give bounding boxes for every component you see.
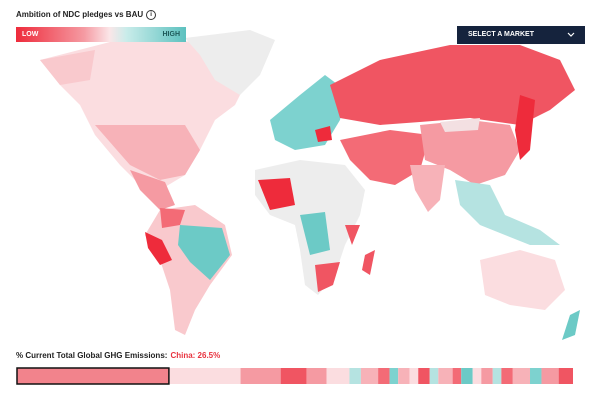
select-label: SELECT A MARKET [468, 31, 534, 38]
emission-segment[interactable] [378, 368, 390, 384]
emission-segment[interactable] [452, 368, 462, 384]
colombia [160, 208, 185, 228]
emission-segment[interactable] [472, 368, 482, 384]
emission-segment[interactable] [389, 368, 399, 384]
legend-high: HIGH [162, 31, 181, 38]
emission-segment[interactable] [240, 368, 281, 384]
world-map [40, 30, 580, 340]
south-america [145, 205, 232, 335]
market-select[interactable]: SELECT A MARKET [457, 26, 585, 44]
emission-segment[interactable] [418, 368, 430, 384]
russia [330, 45, 575, 125]
emission-segment[interactable] [326, 368, 350, 384]
chevron [567, 32, 575, 37]
south-africa [315, 262, 340, 292]
emissions-strip [16, 367, 573, 385]
emission-segment[interactable] [558, 368, 573, 384]
emissions-label: % Current Total Global GHG Emissions: Chi… [16, 351, 220, 360]
mongolia [440, 118, 480, 132]
emission-segment[interactable] [429, 368, 439, 384]
central-africa [300, 212, 330, 255]
emission-segment[interactable] [501, 368, 513, 384]
info-icon[interactable]: i [146, 10, 157, 20]
emission-segment[interactable] [461, 368, 473, 384]
emission-segment[interactable] [530, 368, 542, 384]
emission-segment[interactable] [481, 368, 493, 384]
alaska [40, 50, 95, 85]
west-africa [258, 178, 295, 210]
emission-segment[interactable] [541, 368, 559, 384]
china [420, 120, 520, 185]
title-text: Ambition of NDC pledges vs BAU [16, 10, 144, 20]
emission-segment[interactable] [16, 367, 170, 385]
india [410, 165, 445, 212]
emission-segment[interactable] [398, 368, 410, 384]
peru [145, 232, 172, 265]
emission-segment[interactable] [492, 368, 502, 384]
usa [95, 125, 200, 180]
middle-east [340, 130, 430, 185]
madagascar [362, 250, 375, 275]
new-zealand [562, 310, 580, 340]
greenland [185, 30, 275, 95]
emission-segment[interactable] [409, 368, 419, 384]
emission-segment[interactable] [280, 368, 307, 384]
australia [480, 250, 565, 310]
legend-low: LOW [22, 31, 39, 38]
emission-segment[interactable] [306, 368, 327, 384]
emission-segment[interactable] [360, 368, 379, 384]
mexico [130, 170, 175, 210]
brazil [178, 225, 230, 280]
japan [515, 95, 535, 160]
emissions-text: % Current Total Global GHG Emissions: [16, 351, 168, 360]
east-europe [315, 126, 332, 142]
emission-segment[interactable] [438, 368, 453, 384]
emission-segment[interactable] [512, 368, 531, 384]
southeast-asia [455, 180, 560, 245]
emission-segment[interactable] [349, 368, 361, 384]
east-africa [345, 225, 360, 245]
map-title: Ambition of NDC pledges vs BAU i [16, 10, 157, 20]
emission-segment[interactable] [168, 368, 241, 384]
color-legend: LOW HIGH [16, 27, 186, 42]
emissions-highlight: China: 26.5% [170, 351, 221, 360]
